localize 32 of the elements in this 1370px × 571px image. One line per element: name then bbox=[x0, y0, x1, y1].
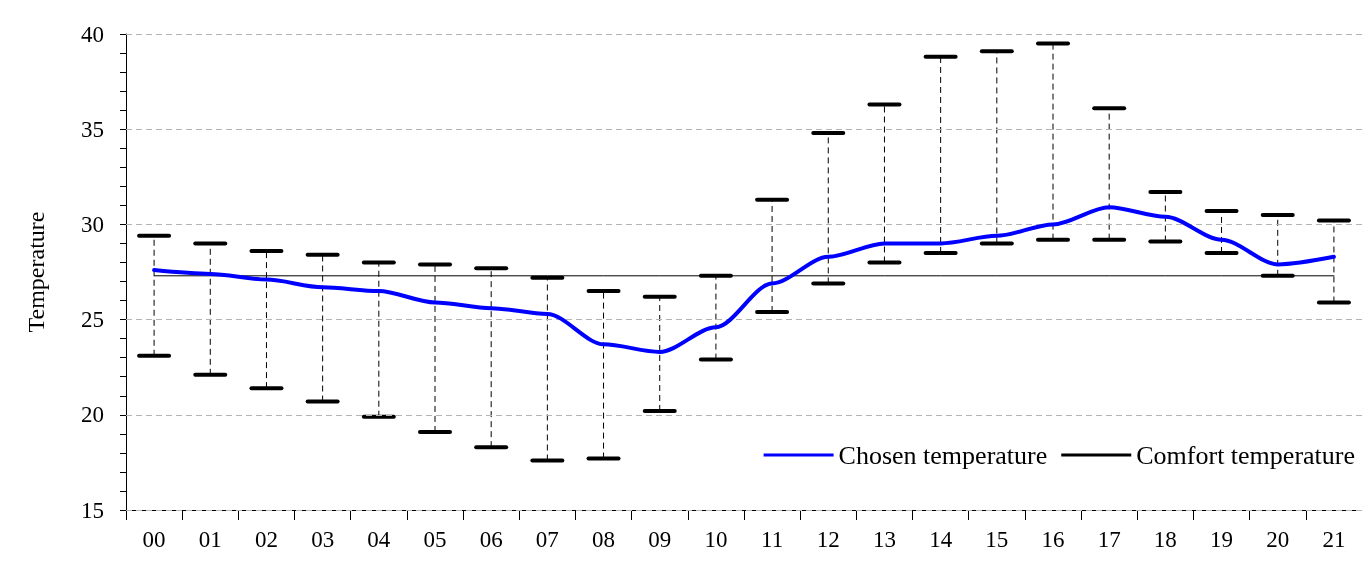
line-series bbox=[152, 205, 1336, 354]
x-tick-label: 03 bbox=[311, 527, 335, 552]
x-tick-label: 21 bbox=[1322, 527, 1346, 552]
x-tick-label: 04 bbox=[367, 527, 391, 552]
y-tick-label: 30 bbox=[81, 211, 104, 237]
y-tick-label: 25 bbox=[81, 307, 104, 333]
x-tick-label: 01 bbox=[198, 527, 222, 552]
legend-label: Comfort temperature bbox=[1136, 440, 1356, 470]
y-tick-label: 15 bbox=[81, 497, 104, 523]
x-tick-label: 16 bbox=[1041, 527, 1065, 552]
x-tick-label: 20 bbox=[1266, 527, 1290, 552]
y-axis-title: Temperature bbox=[23, 211, 49, 333]
x-tick-label: 00 bbox=[142, 527, 166, 552]
x-tick-label: 10 bbox=[704, 527, 728, 552]
x-tick-label: 02 bbox=[254, 527, 278, 552]
x-tick-label: 06 bbox=[479, 527, 503, 552]
x-tick-label: 15 bbox=[985, 527, 1009, 552]
x-tick-label: 12 bbox=[816, 527, 840, 552]
x-tick-label: 07 bbox=[535, 527, 559, 552]
y-tick-label: 40 bbox=[81, 21, 104, 47]
y-tick-label: 20 bbox=[81, 402, 104, 428]
x-tick-label: 17 bbox=[1097, 527, 1121, 552]
x-tick-label: 14 bbox=[929, 527, 953, 552]
x-tick-label: 13 bbox=[872, 527, 896, 552]
x-tick-label: 11 bbox=[761, 527, 784, 552]
x-tick-label: 18 bbox=[1153, 527, 1177, 552]
y-tick-label: 35 bbox=[81, 116, 104, 142]
x-tick-label: 19 bbox=[1210, 527, 1234, 552]
legend-label: Chosen temperature bbox=[838, 440, 1048, 470]
x-tick-label: 09 bbox=[648, 527, 672, 552]
x-tick-label: 05 bbox=[423, 527, 447, 552]
x-tick-label: 08 bbox=[592, 527, 616, 552]
